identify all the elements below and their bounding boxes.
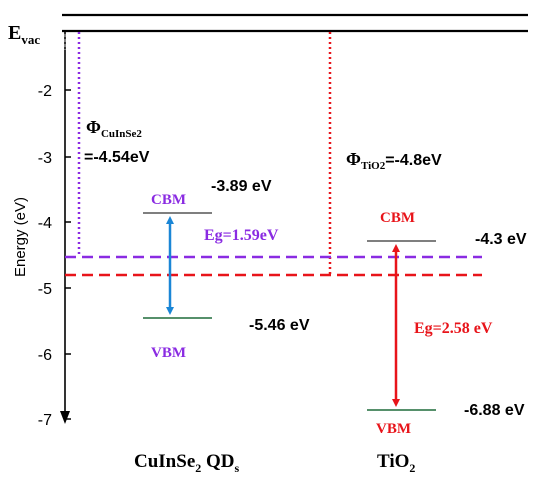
tio2-vbm-label: VBM	[376, 421, 411, 437]
cuinse2-phi-value: =-4.54eV	[84, 149, 150, 166]
evac-label: Evac	[8, 22, 40, 47]
cuinse2-vbm-label: VBM	[151, 345, 186, 361]
tick-label: -2	[38, 83, 52, 100]
y-axis-title: Energy (eV)	[12, 197, 29, 277]
cuinse2-material-name: CuInSe2 QDs	[134, 451, 240, 475]
cuinse2-vbm-value: -5.46 eV	[249, 317, 310, 334]
tick-label: -5	[38, 281, 52, 298]
cuinse2-phi-label: ΦCuInSe2	[86, 117, 142, 140]
tio2-phi-label: ΦTiO2=-4.8eV	[346, 149, 442, 172]
tick-label: -6	[38, 347, 52, 364]
tick-label: -7	[38, 412, 52, 429]
cuinse2-cbm-label: CBM	[151, 192, 186, 208]
tio2-material-name: TiO2	[377, 451, 415, 475]
y-axis-arrow	[60, 411, 70, 424]
tio2-vbm-value: -6.88 eV	[464, 402, 525, 419]
tick-label: -4	[38, 215, 52, 232]
cuinse2-cbm-value: -3.89 eV	[211, 178, 272, 195]
tick-label: -3	[38, 150, 52, 167]
tio2-cbm-value: -4.3 eV	[475, 231, 527, 248]
tio2-eg-label: Eg=2.58 eV	[414, 320, 493, 337]
cuinse2-eg-label: Eg=1.59eV	[204, 227, 279, 244]
tio2-cbm-label: CBM	[380, 210, 415, 226]
